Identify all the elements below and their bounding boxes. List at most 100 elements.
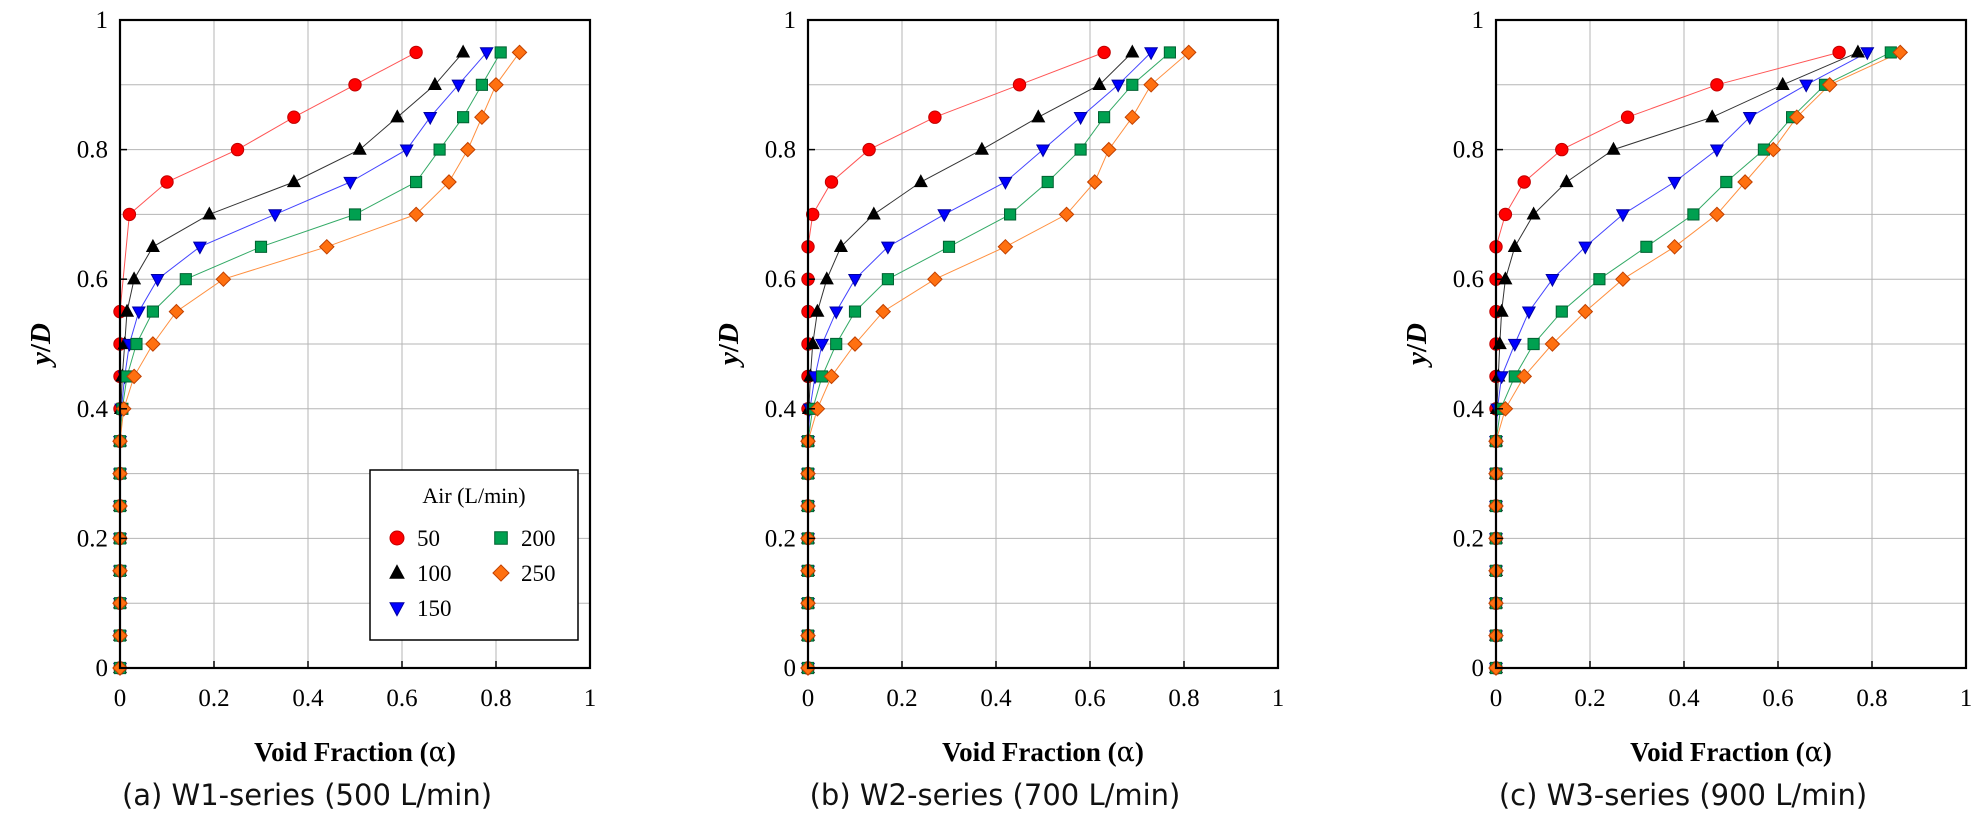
data-point-200 — [494, 46, 507, 59]
y-tick-label: 0.2 — [77, 525, 108, 552]
data-point-100 — [1031, 109, 1046, 123]
data-point-50 — [1620, 110, 1635, 124]
y-axis-label: y/D — [713, 323, 745, 368]
data-point-100 — [456, 44, 471, 58]
data-point-50 — [862, 142, 876, 157]
data-point-150 — [1494, 371, 1509, 385]
data-point-200 — [1687, 208, 1700, 221]
x-tick-label: 0.2 — [886, 685, 917, 712]
data-point-150 — [815, 338, 830, 352]
data-point-200 — [146, 305, 159, 318]
data-point-200 — [348, 208, 362, 221]
legend-label-200: 200 — [521, 526, 556, 551]
legend-item-100: 100 — [389, 561, 452, 586]
data-point-250 — [1709, 206, 1725, 223]
data-point-250 — [1821, 76, 1838, 93]
data-point-250 — [1765, 141, 1782, 158]
data-point-150 — [131, 306, 146, 320]
y-tick-label: 0.8 — [77, 137, 108, 164]
series-markers-250 — [800, 44, 1197, 676]
plot-frame — [1494, 18, 1968, 670]
y-tick-label: 1 — [1472, 7, 1485, 34]
panel-c-caption: (c) W3-series (900 L/min) — [1498, 778, 1868, 812]
data-point-250 — [1124, 109, 1141, 126]
legend-marker-50 — [389, 530, 405, 546]
legend-label-150: 150 — [417, 596, 452, 621]
data-point-200 — [1640, 240, 1653, 253]
legend-title: Air (L/min) — [422, 483, 525, 508]
data-point-150 — [1507, 338, 1522, 352]
data-point-150 — [1799, 79, 1814, 93]
data-point-50 — [287, 110, 301, 124]
legend-marker-150 — [389, 602, 405, 617]
data-point-150 — [1545, 274, 1560, 288]
x-tick-label: 0 — [802, 685, 815, 712]
data-point-250 — [1086, 174, 1103, 190]
series-markers-250 — [112, 44, 528, 676]
data-point-100 — [120, 303, 135, 317]
data-point-200 — [830, 337, 843, 351]
data-point-150 — [1144, 47, 1159, 61]
data-point-200 — [1884, 46, 1897, 59]
data-point-50 — [1710, 78, 1724, 92]
legend-item-250: 250 — [492, 561, 556, 586]
data-point-150 — [1035, 144, 1051, 158]
data-point-200 — [1527, 337, 1540, 351]
y-tick-label: 0.4 — [1453, 396, 1485, 423]
data-point-50 — [1498, 207, 1513, 222]
data-point-100 — [1494, 303, 1509, 317]
legend-item-200: 200 — [494, 526, 556, 551]
data-point-150 — [1709, 144, 1724, 158]
x-tick-label: 0.8 — [1856, 685, 1887, 712]
data-point-250 — [474, 109, 490, 126]
data-point-100 — [1705, 109, 1720, 123]
x-tick-label: 0.8 — [480, 685, 511, 712]
data-point-100 — [810, 303, 825, 317]
data-point-250 — [1180, 44, 1197, 61]
data-point-250 — [318, 238, 335, 255]
data-point-150 — [268, 209, 283, 223]
data-point-150 — [1615, 209, 1630, 223]
x-tick-label: 0.8 — [1168, 685, 1199, 712]
data-point-150 — [937, 209, 952, 223]
data-point-250 — [1143, 76, 1159, 93]
data-point-200 — [179, 273, 192, 286]
data-point-150 — [399, 144, 414, 158]
legend-marker-250 — [492, 564, 510, 582]
data-point-100 — [127, 271, 142, 285]
data-point-200 — [942, 240, 956, 253]
y-tick-label: 1 — [96, 7, 109, 34]
data-point-50 — [1517, 175, 1531, 189]
data-point-200 — [816, 370, 829, 383]
data-point-250 — [1577, 303, 1594, 320]
data-point-150 — [451, 79, 466, 93]
data-point-50 — [824, 175, 839, 189]
panel-a-caption: (a) W1-series (500 L/min) — [121, 778, 493, 812]
data-point-150 — [343, 176, 358, 190]
data-point-100 — [1606, 141, 1621, 155]
data-point-250 — [145, 336, 161, 352]
data-point-150 — [423, 112, 438, 126]
data-point-50 — [409, 45, 423, 60]
data-point-200 — [410, 175, 423, 189]
data-point-250 — [511, 44, 528, 61]
data-point-250 — [1788, 109, 1805, 126]
y-tick-label: 0.2 — [1453, 525, 1484, 552]
x-tick-label: 0.4 — [980, 685, 1012, 712]
legend-label-250: 250 — [521, 561, 556, 586]
data-point-250 — [847, 336, 863, 352]
data-point-100 — [427, 76, 442, 90]
legend-box — [369, 469, 579, 641]
data-point-250 — [1666, 238, 1683, 255]
data-point-100 — [833, 238, 848, 252]
data-point-50 — [1832, 45, 1846, 60]
y-tick-label: 0.6 — [765, 266, 796, 293]
x-tick-label: 1 — [1960, 685, 1973, 712]
y-tick-label: 0.2 — [765, 525, 796, 552]
x-axis-label: Void Fraction (α) — [254, 737, 456, 768]
data-point-250 — [1497, 400, 1514, 417]
data-point-100 — [352, 141, 367, 155]
data-point-200 — [1555, 305, 1568, 318]
data-point-200 — [848, 305, 862, 318]
data-point-100 — [1125, 44, 1140, 58]
